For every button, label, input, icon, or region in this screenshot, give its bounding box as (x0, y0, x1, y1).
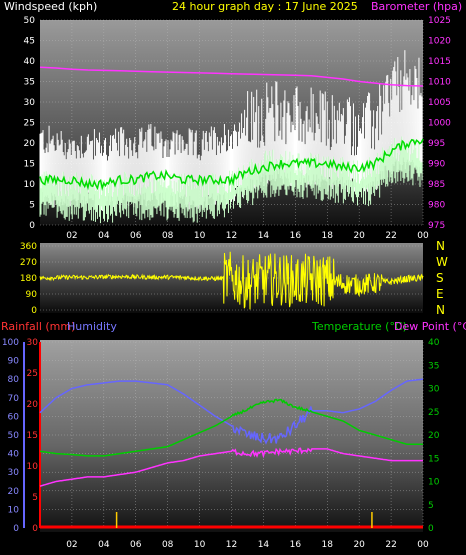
temperature-y-tick: 30 (428, 385, 440, 395)
temp-x-tick: 16 (290, 540, 302, 550)
temperature-y-tick: 40 (428, 338, 440, 348)
direction-y-tick: 180 (20, 274, 37, 284)
wind-x-tick: 18 (322, 231, 334, 241)
humidity-y-tick: 60 (8, 412, 20, 422)
wind-x-tick: 16 (290, 231, 302, 241)
temp-x-tick: 20 (353, 540, 365, 550)
direction-y-tick: 90 (26, 290, 38, 300)
wind-y-tick: 40 (24, 57, 36, 67)
humidity-y-tick: 10 (8, 505, 20, 515)
compass-w: W (436, 255, 448, 269)
compass-n-top: N (436, 239, 445, 253)
direction-y-tick: 0 (31, 306, 37, 316)
barometer-y-tick: 975 (428, 221, 445, 231)
humidity-y-tick: 80 (8, 375, 20, 385)
rainfall-y-tick: 30 (27, 338, 39, 348)
temperature-y-tick: 5 (428, 501, 434, 511)
temp-x-tick: 12 (226, 540, 237, 550)
wind-y-tick: 30 (24, 98, 36, 108)
wind-x-tick: 14 (258, 231, 270, 241)
wind-x-tick: 22 (385, 231, 396, 241)
temp-x-tick: 02 (66, 540, 77, 550)
wind-y-tick: 20 (24, 139, 36, 149)
barometer-y-tick: 1005 (428, 98, 451, 108)
wind-y-tick: 25 (24, 119, 35, 129)
temperature-y-tick: 0 (428, 524, 434, 534)
temp-x-tick: 14 (258, 540, 270, 550)
dewpoint-label: Dew Point (°C) (394, 320, 466, 333)
rainfall-y-tick: 10 (27, 462, 39, 472)
compass-n-bottom: N (436, 303, 445, 317)
rainfall-y-tick: 5 (32, 493, 38, 503)
temperature-y-tick: 25 (428, 408, 439, 418)
temp-x-tick: 08 (162, 540, 174, 550)
barometer-y-tick: 995 (428, 139, 445, 149)
wind-y-tick: 10 (24, 180, 36, 190)
humidity-label: Humidity (67, 320, 117, 333)
wind-y-tick: 15 (24, 160, 35, 170)
temp-x-tick: 00 (417, 540, 429, 550)
temperature-y-tick: 15 (428, 454, 439, 464)
compass-s: S (436, 271, 444, 285)
wind-y-tick: 45 (24, 37, 35, 47)
rainfall-y-tick: 0 (32, 524, 38, 534)
humidity-y-tick: 70 (8, 394, 20, 404)
barometer-y-tick: 980 (428, 201, 445, 211)
temp-x-tick: 18 (322, 540, 334, 550)
wind-x-tick: 06 (130, 231, 142, 241)
rainfall-y-tick: 15 (27, 431, 38, 441)
chart-title: 24 hour graph day : 17 June 2025 (172, 0, 358, 13)
direction-y-tick: 360 (20, 242, 37, 252)
wind-x-tick: 20 (353, 231, 365, 241)
temperature-line (39, 398, 423, 457)
temp-x-tick: 06 (130, 540, 142, 550)
temp-x-tick: 10 (194, 540, 206, 550)
dewpoint-line (39, 447, 423, 487)
wind-y-tick: 0 (29, 221, 35, 231)
temperature-y-tick: 20 (428, 431, 440, 441)
wind-y-tick: 50 (24, 16, 36, 26)
temperature-label: Temperature (°C) (312, 320, 407, 333)
humidity-y-tick: 90 (8, 357, 20, 367)
direction-y-tick: 270 (20, 258, 37, 268)
compass-e: E (436, 287, 444, 301)
wind-x-tick: 12 (226, 231, 237, 241)
humidity-y-tick: 100 (2, 338, 19, 348)
barometer-y-tick: 990 (428, 160, 445, 170)
rainfall-label: Rainfall (mm) (1, 320, 76, 333)
windspeed-label: Windspeed (kph) (4, 0, 98, 13)
temp-x-tick: 04 (98, 540, 110, 550)
wind-y-tick: 35 (24, 78, 35, 88)
wind-x-tick: 08 (162, 231, 174, 241)
wind-x-tick: 00 (417, 231, 429, 241)
barometer-y-tick: 1020 (428, 37, 451, 47)
barometer-y-tick: 985 (428, 180, 445, 190)
temp-x-tick: 22 (385, 540, 396, 550)
wind-y-tick: 5 (29, 201, 35, 211)
wind-x-tick: 02 (66, 231, 77, 241)
barometer-label: Barometer (hpa) (371, 0, 463, 13)
humidity-y-tick: 0 (13, 524, 19, 534)
barometer-y-tick: 1010 (428, 78, 451, 88)
rainfall-y-tick: 20 (27, 400, 39, 410)
wind-x-tick: 04 (98, 231, 110, 241)
barometer-y-tick: 1015 (428, 57, 451, 67)
barometer-y-tick: 1000 (428, 119, 451, 129)
humidity-y-tick: 30 (8, 468, 20, 478)
wind-x-tick: 10 (194, 231, 206, 241)
humidity-y-tick: 20 (8, 487, 20, 497)
humidity-y-tick: 40 (8, 450, 20, 460)
humidity-line (39, 378, 424, 445)
humidity-y-tick: 50 (8, 431, 20, 441)
barometer-line (39, 66, 424, 87)
barometer-y-tick: 1025 (428, 16, 451, 26)
rainfall-y-tick: 25 (27, 369, 38, 379)
wind-direction-line (39, 251, 424, 310)
wind-mean-line (39, 138, 424, 191)
temperature-y-tick: 10 (428, 478, 440, 488)
temperature-y-tick: 35 (428, 361, 439, 371)
